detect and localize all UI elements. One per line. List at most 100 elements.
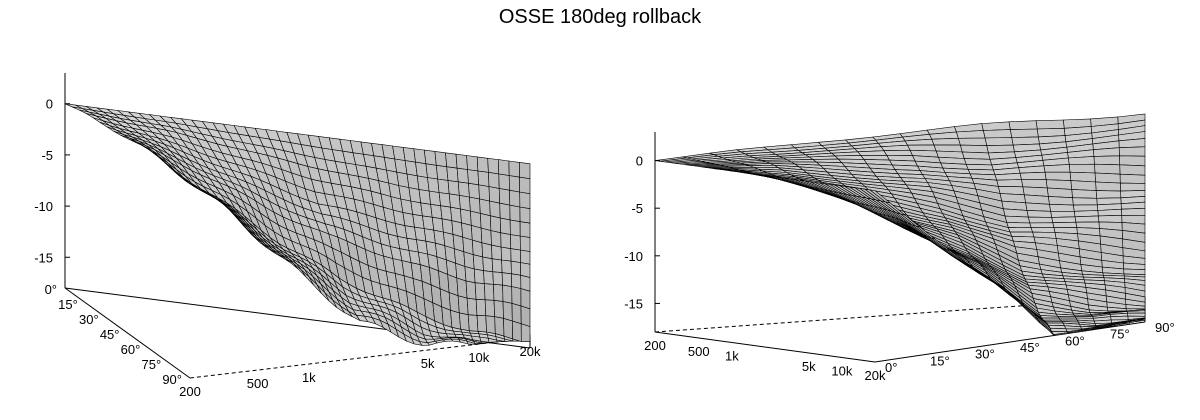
surface-facet (834, 155, 865, 160)
surface-facet (491, 244, 502, 261)
surface-facet (1030, 227, 1056, 233)
surface-facet (483, 270, 494, 285)
surface-facet (1097, 208, 1123, 217)
surface-facet (981, 121, 1011, 131)
angle-tick-label: 90° (1155, 320, 1175, 335)
surface-facet (1095, 190, 1122, 199)
surface-facet (487, 157, 500, 175)
surface-facet (1004, 215, 1031, 224)
z-tick-label: -15 (624, 296, 643, 311)
surface-facet (476, 156, 489, 173)
surface-facet (931, 137, 961, 146)
surface-facet (510, 248, 521, 263)
surface-facet (511, 320, 522, 342)
surface-facet (519, 176, 531, 195)
surface-facet (494, 316, 505, 337)
surface-facet (428, 190, 441, 207)
surface-facet (510, 234, 521, 251)
surface-facet (1025, 202, 1051, 212)
surface-facet (1094, 163, 1121, 175)
z-tick-label: -5 (631, 201, 643, 216)
surface-facet (498, 188, 511, 206)
surface-facet (441, 218, 454, 235)
surface-facet (501, 272, 513, 287)
surface-facet (508, 160, 520, 178)
surface-facet (435, 164, 449, 181)
z-tick-label: -5 (41, 148, 53, 163)
surface-facet (1067, 156, 1095, 165)
surface-facet (425, 163, 439, 180)
surface-facet (502, 301, 513, 322)
surface-facet (423, 149, 437, 166)
angle-tick-label: 90° (162, 372, 182, 387)
surface-facet (510, 260, 522, 276)
surface-facet (1118, 146, 1146, 157)
surface-facet (520, 274, 531, 292)
chart-title: OSSE 180deg rollback (498, 6, 702, 28)
surface-facet (489, 200, 501, 219)
surface-facet (492, 271, 503, 286)
z-tick-label: 0 (636, 154, 643, 169)
surface-facet (1119, 182, 1146, 192)
surface-facet (1094, 172, 1121, 184)
surface-facet (483, 283, 495, 301)
surface-facet (519, 206, 531, 224)
surface-facet (1071, 189, 1098, 199)
surface-facet (480, 227, 492, 246)
surface-facet (502, 284, 513, 304)
z-tick-label: -10 (34, 199, 53, 214)
surface-facet (467, 314, 479, 332)
surface-facet (456, 167, 469, 184)
surface-facet (519, 162, 531, 180)
surface-facet (478, 184, 490, 202)
surface-facet (477, 170, 490, 187)
surface-facet (1052, 221, 1078, 228)
surface-facet (1095, 181, 1121, 192)
surface-facet (490, 230, 502, 248)
surface-facet (458, 194, 471, 212)
surface-facet (482, 256, 494, 273)
surface-facet (458, 312, 470, 332)
surface-facet (1120, 201, 1146, 210)
surface-facet (418, 189, 431, 205)
frequency-tick-label: 200 (644, 338, 666, 353)
surface-facet (868, 189, 891, 204)
angle-tick-label: 45° (100, 327, 120, 342)
surface-facet (470, 210, 482, 229)
surface-facet (961, 151, 991, 160)
surface-facet (994, 172, 1022, 181)
frequency-tick-label: 10k (468, 350, 489, 365)
surface-facet (455, 153, 468, 170)
surface-facet (1044, 171, 1072, 181)
surface-facet (520, 288, 531, 310)
axis-line (189, 337, 531, 379)
angle-tick-label: 75° (1110, 327, 1130, 342)
frequency-tick-label: 10k (831, 363, 852, 378)
surface-facet (457, 295, 469, 316)
surface-facet (474, 282, 486, 301)
surface-facet (438, 192, 451, 208)
z-tick-label: -15 (34, 250, 53, 265)
surface-facet (450, 206, 462, 224)
surface-facet (493, 283, 504, 302)
surface-facet (467, 169, 480, 186)
surface-facet (485, 315, 496, 334)
surface-facet (1068, 163, 1096, 174)
surface-facet (413, 148, 427, 165)
surface-facet (434, 151, 448, 168)
surface-facet (501, 259, 512, 275)
surface-facet (499, 217, 511, 235)
surface-facet (519, 191, 531, 209)
surface-facet (491, 258, 503, 273)
surface-facet (519, 221, 531, 238)
surface-facet (440, 205, 453, 221)
surface-facet (1119, 173, 1146, 184)
surface-facet (445, 152, 458, 169)
surface-facet (982, 129, 1013, 139)
surface-facet (447, 180, 460, 196)
surface-facet (959, 144, 989, 154)
surface-facet (1097, 214, 1123, 223)
surface-facet (1074, 215, 1100, 223)
